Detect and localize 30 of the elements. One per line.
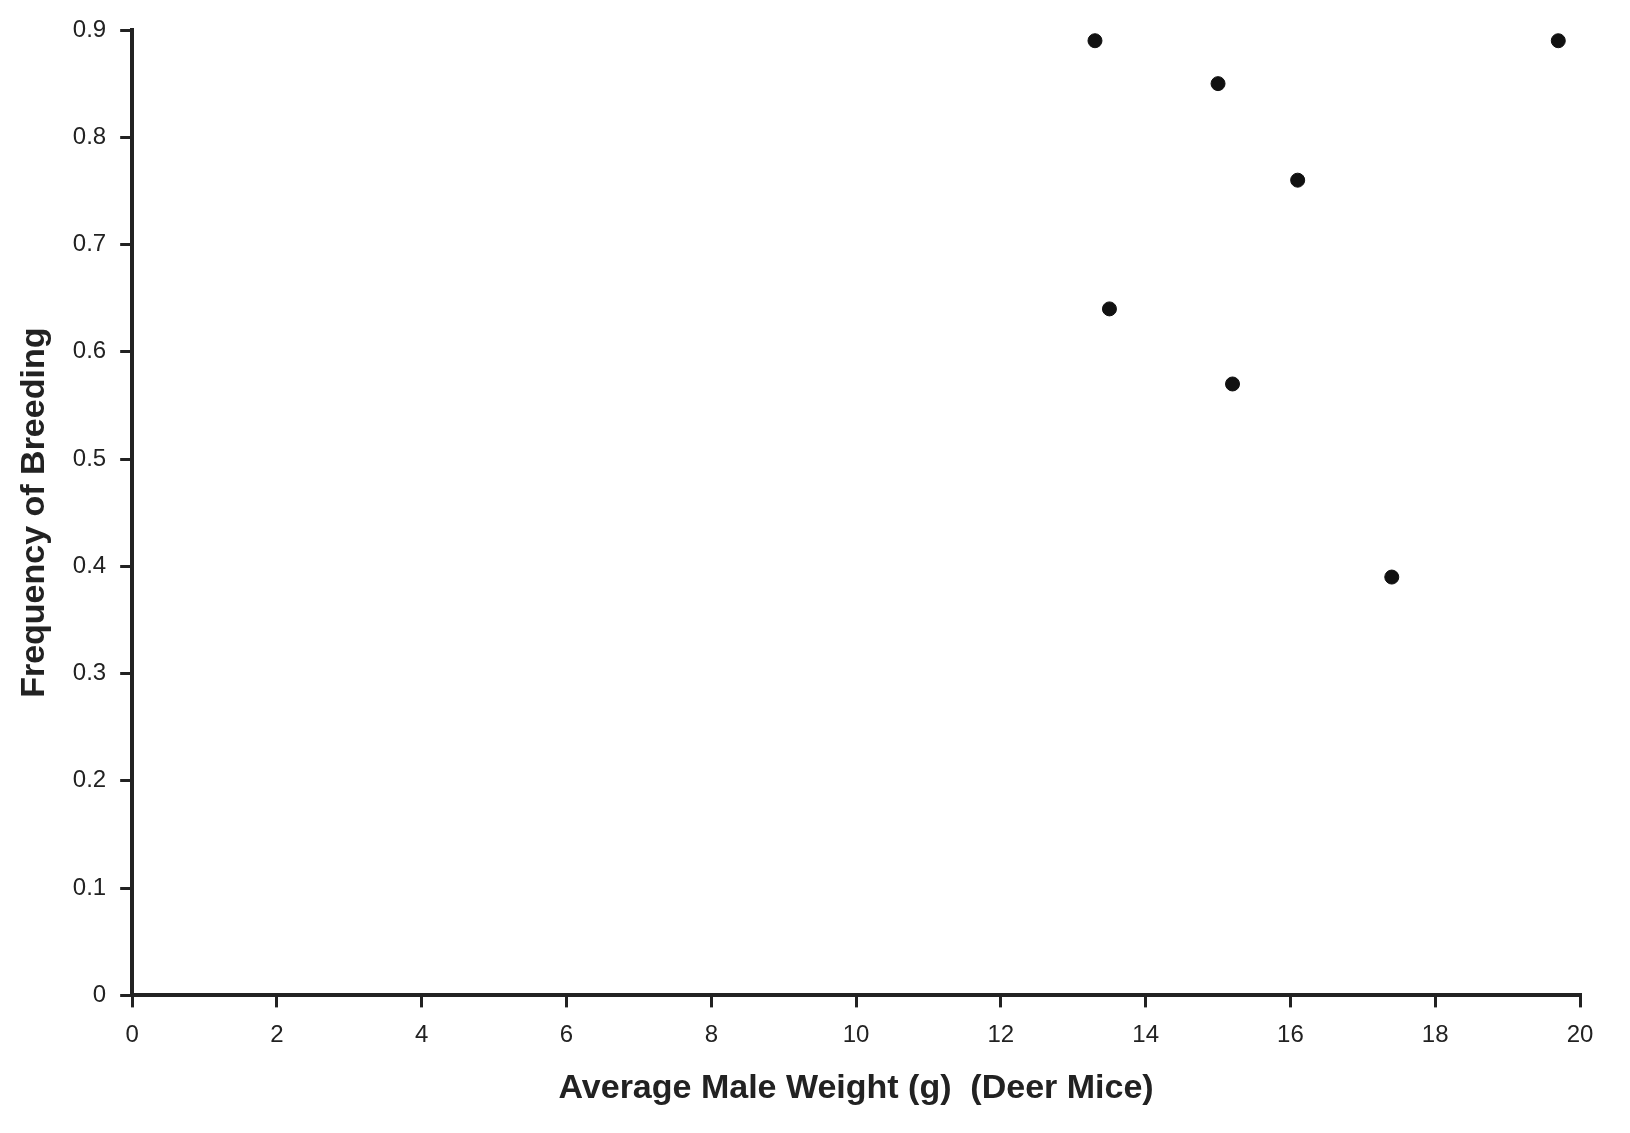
x-tick-label: 14: [1132, 1020, 1159, 1048]
y-tick-label: 0.6: [72, 336, 107, 364]
point: [1101, 301, 1117, 317]
y-tick-label: 0.2: [72, 765, 107, 793]
x-tick-label: 0: [125, 1020, 139, 1048]
point: [1290, 172, 1306, 188]
point: [1384, 569, 1400, 585]
y-tick-label: 0.4: [72, 550, 107, 578]
point: [1225, 376, 1241, 392]
x-tick-label: 12: [987, 1020, 1015, 1048]
point: [1087, 33, 1103, 49]
x-tick-label: 4: [415, 1020, 429, 1048]
x-tick-label: 16: [1277, 1020, 1304, 1048]
x-tick-label: 2: [270, 1020, 284, 1048]
y-axis-title: Frequency of Breeding: [12, 327, 51, 698]
y-tick-label: 0.3: [72, 658, 107, 686]
x-axis-title: Average Male Weight (g) (Deer Mice): [558, 1066, 1154, 1105]
x-tick-label: 18: [1421, 1020, 1449, 1048]
y-tick-label: 0.5: [72, 443, 107, 471]
x-tick-label: 8: [704, 1020, 718, 1048]
point: [1210, 76, 1226, 92]
y-tick-label: 0.8: [72, 121, 107, 149]
x-tick-label: 10: [842, 1020, 870, 1048]
y-tick-label: 0: [92, 980, 107, 1008]
x-tick-label: 20: [1566, 1020, 1594, 1048]
point: [1550, 33, 1566, 49]
y-tick-label: 0.9: [72, 14, 107, 42]
y-tick-label: 0.1: [72, 872, 107, 900]
x-tick-label: 6: [559, 1020, 574, 1048]
y-tick-label: 0.7: [72, 229, 107, 257]
